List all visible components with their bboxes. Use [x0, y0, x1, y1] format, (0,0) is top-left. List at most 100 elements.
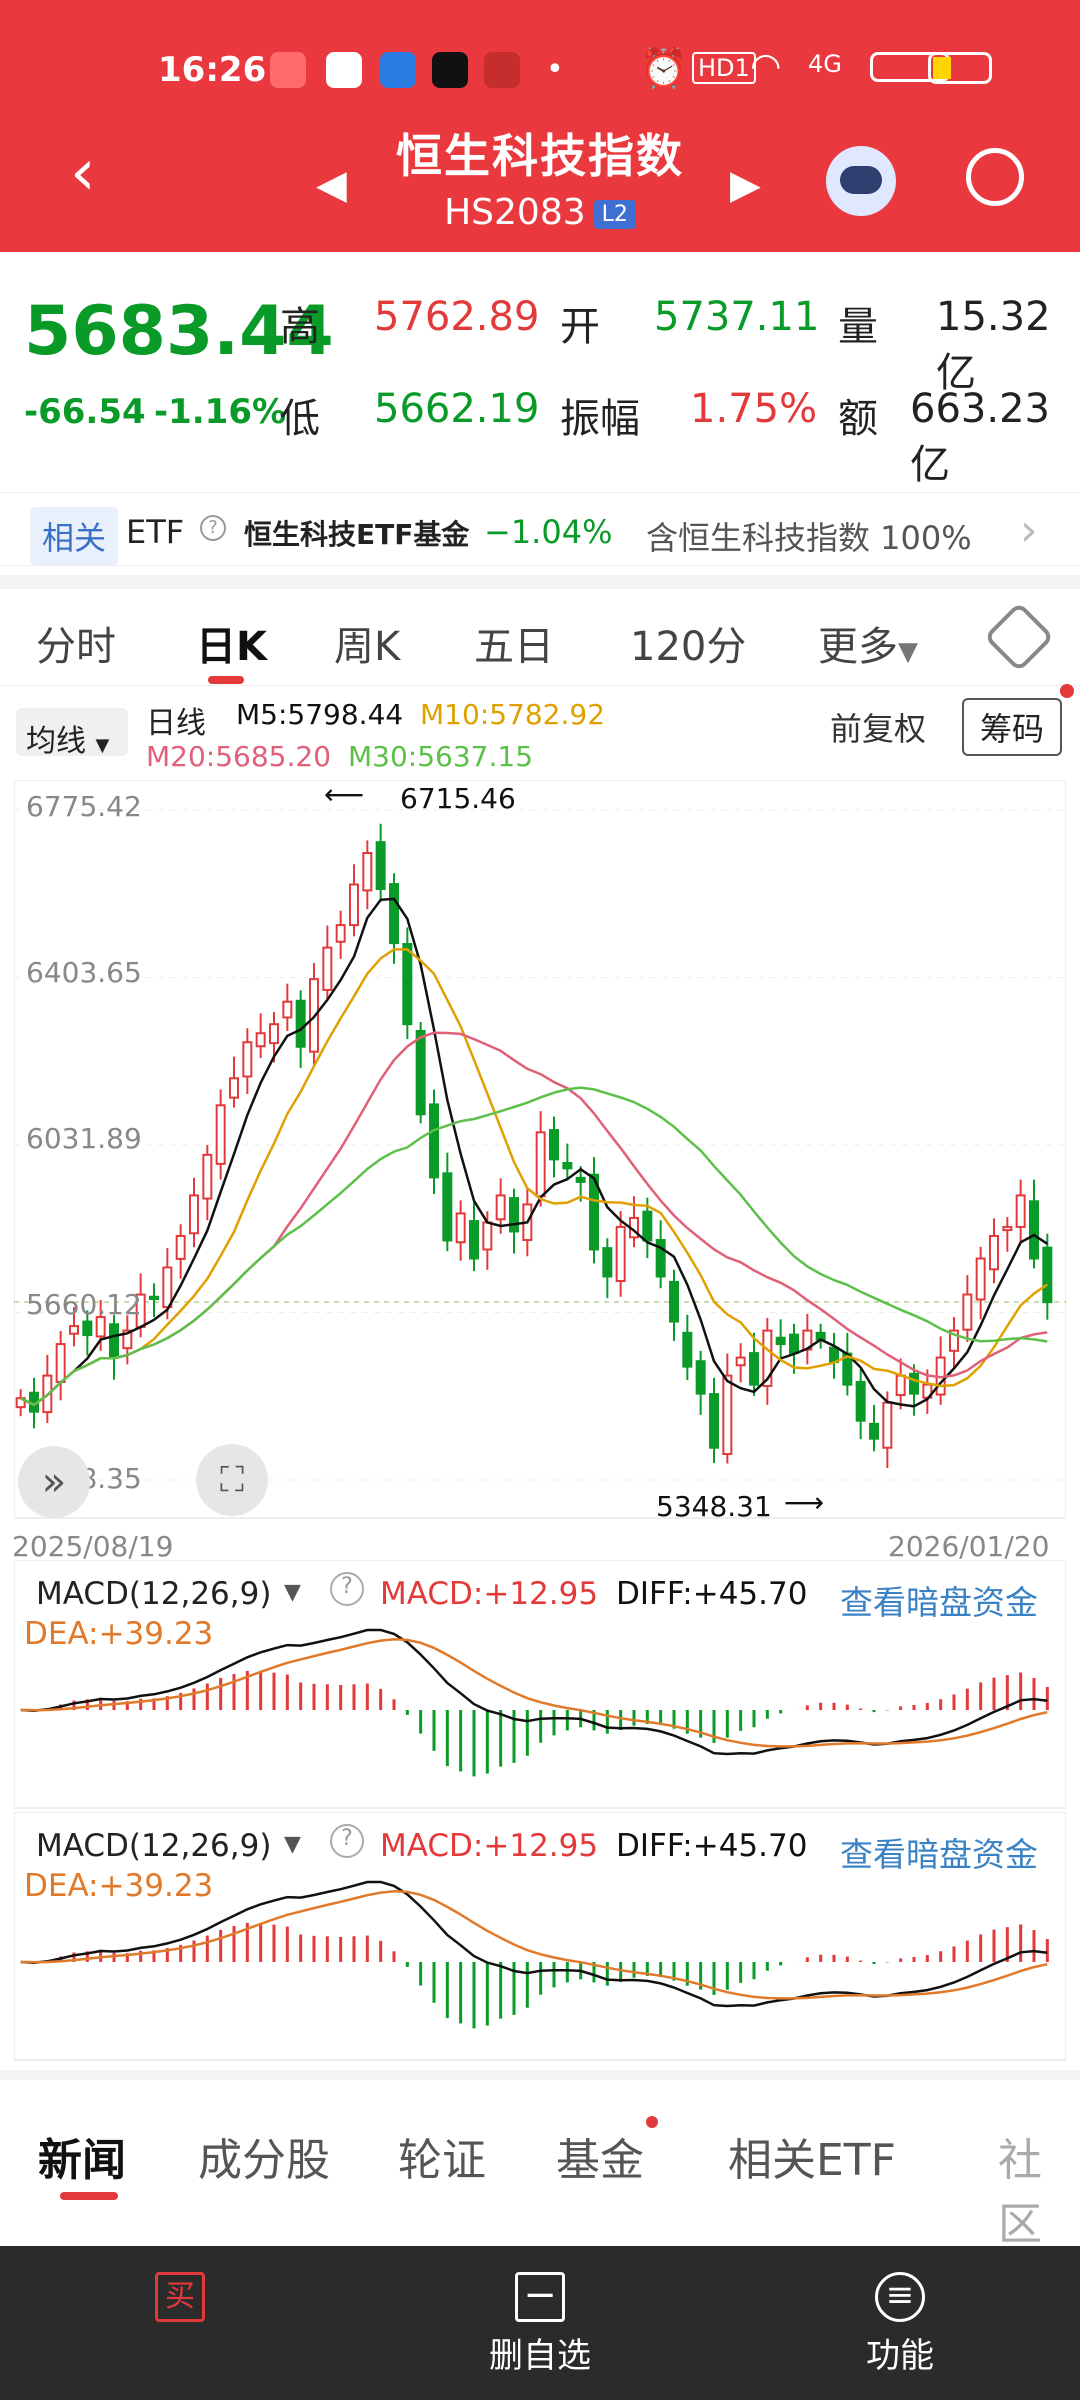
- robot-assistant-icon[interactable]: [826, 146, 896, 216]
- remove-watchlist-label: 删自选: [489, 2336, 591, 2376]
- help-icon[interactable]: ?: [330, 1824, 364, 1858]
- candle: [1015, 1194, 1026, 1228]
- tab-more-label: 更多: [818, 624, 898, 670]
- min-price-label: 5348.31: [656, 1490, 772, 1523]
- candle: [855, 1380, 866, 1422]
- status-bar: 16:26 • ⏰ HD1 ◠ 4G: [0, 40, 1080, 100]
- tab-five-day[interactable]: 五日: [474, 624, 554, 670]
- fullscreen-icon[interactable]: ⛶: [196, 1444, 268, 1516]
- ma5-value: M5:5798.44: [236, 698, 404, 731]
- hd-icon: HD1: [692, 52, 756, 84]
- dot-icon: •: [546, 52, 564, 87]
- tab-active-indicator: [208, 676, 244, 684]
- amplitude-value: 1.75%: [690, 386, 818, 432]
- next-stock-icon[interactable]: ▶: [730, 162, 761, 208]
- candle: [975, 1257, 986, 1301]
- macd-title[interactable]: MACD(12,26,9): [36, 1828, 272, 1864]
- candle: [1002, 1225, 1013, 1232]
- settings-gear-icon[interactable]: [983, 601, 1055, 673]
- functions-label: 功能: [866, 2336, 934, 2376]
- candle: [869, 1422, 879, 1440]
- help-icon[interactable]: ?: [200, 515, 226, 541]
- ma-select[interactable]: 均线 ▼: [16, 708, 128, 759]
- signal-icon: 4G: [808, 50, 842, 78]
- candle: [669, 1280, 679, 1323]
- remove-watchlist-button[interactable]: − 删自选: [480, 2272, 600, 2377]
- wifi-icon: ◠: [750, 46, 782, 87]
- functions-button[interactable]: ≡ 功能: [850, 2272, 950, 2377]
- candle: [549, 1129, 559, 1161]
- candle: [455, 1212, 466, 1244]
- chips-button[interactable]: 筹码: [962, 698, 1063, 756]
- etf-change: −1.04%: [484, 513, 613, 551]
- candle: [989, 1234, 999, 1271]
- candle: [322, 946, 333, 991]
- low-label: 低: [280, 396, 320, 442]
- candle: [149, 1295, 159, 1301]
- etf-name: 恒生科技ETF基金: [244, 518, 470, 551]
- ma-line-m20: [20, 1031, 1048, 1407]
- back-arrow-icon[interactable]: ‹: [70, 136, 96, 210]
- kline-chart[interactable]: [14, 780, 1066, 1520]
- price-change-pct: -1.16%: [154, 392, 287, 432]
- level-badge: L2: [593, 199, 636, 229]
- candle: [82, 1320, 93, 1337]
- candle: [655, 1239, 666, 1278]
- search-icon[interactable]: [966, 148, 1024, 206]
- ma20-value: M20:5685.20: [146, 740, 332, 773]
- candle: [229, 1077, 239, 1099]
- tab-funds[interactable]: 基金: [556, 2135, 644, 2186]
- price-change: -66.54: [24, 392, 146, 432]
- candle: [469, 1220, 479, 1260]
- low-value: 5662.19: [374, 386, 540, 432]
- candle: [642, 1210, 653, 1242]
- x-start-label: 2025/08/19: [12, 1530, 174, 1563]
- candle: [722, 1374, 733, 1456]
- dark-pool-link[interactable]: 查看暗盘资金: [840, 1835, 1038, 1874]
- buy-button[interactable]: 买: [140, 2272, 220, 2322]
- ma-line-m30: [20, 1086, 1048, 1407]
- related-tag: 相关: [30, 507, 119, 565]
- candle: [122, 1329, 133, 1350]
- candle: [295, 999, 306, 1048]
- dea-line: [20, 1890, 1048, 2000]
- candle: [895, 1374, 906, 1397]
- tab-more[interactable]: 更多▼: [818, 614, 918, 672]
- macd-title[interactable]: MACD(12,26,9): [36, 1576, 272, 1612]
- expand-icon[interactable]: »: [18, 1446, 90, 1518]
- tab-daily-k[interactable]: 日K: [196, 624, 267, 670]
- min-arrow-icon: ⟶: [784, 1486, 825, 1519]
- candle: [482, 1221, 493, 1251]
- dea-line: [20, 1638, 1048, 1748]
- y-tick-label: 6775.42: [26, 790, 142, 823]
- y-tick-label: 5660.12: [26, 1288, 142, 1321]
- ma-indicator-row: 均线 ▼ 日线 M5:5798.44 M10:5782.92 M20:5685.…: [0, 684, 1080, 780]
- tab-components[interactable]: 成分股: [198, 2135, 330, 2186]
- candle: [175, 1234, 186, 1260]
- related-etf-row[interactable]: 相关 ETF ? 恒生科技ETF基金 −1.04% 含恒生科技指数 100% ›: [0, 492, 1080, 566]
- tab-weekly-k[interactable]: 周K: [334, 624, 401, 670]
- candle: [775, 1336, 786, 1346]
- candle: [162, 1266, 173, 1309]
- candle: [362, 851, 373, 892]
- tiktok-icon: [432, 52, 468, 88]
- dropdown-icon: ▼: [95, 735, 110, 756]
- volume-value: 15.32亿: [936, 294, 1051, 396]
- high-value: 5762.89: [374, 294, 540, 340]
- dark-pool-link[interactable]: 查看暗盘资金: [840, 1583, 1038, 1622]
- bottom-tabs: 新闻 成分股 轮证 基金 相关ETF 社区: [0, 2070, 1080, 2250]
- amount-value: 663.23亿: [910, 386, 1050, 488]
- amount-label: 额: [838, 396, 878, 442]
- adjust-label[interactable]: 前复权: [830, 710, 927, 748]
- tab-community[interactable]: 社区: [998, 2135, 1042, 2250]
- prev-stock-icon[interactable]: ◀: [316, 162, 347, 208]
- tab-minute[interactable]: 分时: [36, 624, 116, 670]
- tab-120-min[interactable]: 120分: [630, 624, 747, 670]
- chevron-down-icon: ▼: [898, 637, 918, 667]
- open-value: 5737.11: [654, 294, 820, 340]
- tab-warrants[interactable]: 轮证: [398, 2135, 486, 2186]
- tab-news[interactable]: 新闻: [38, 2135, 126, 2186]
- x-end-label: 2026/01/20: [888, 1530, 1050, 1563]
- tab-related-etf[interactable]: 相关ETF: [728, 2135, 896, 2186]
- help-icon[interactable]: ?: [330, 1572, 364, 1606]
